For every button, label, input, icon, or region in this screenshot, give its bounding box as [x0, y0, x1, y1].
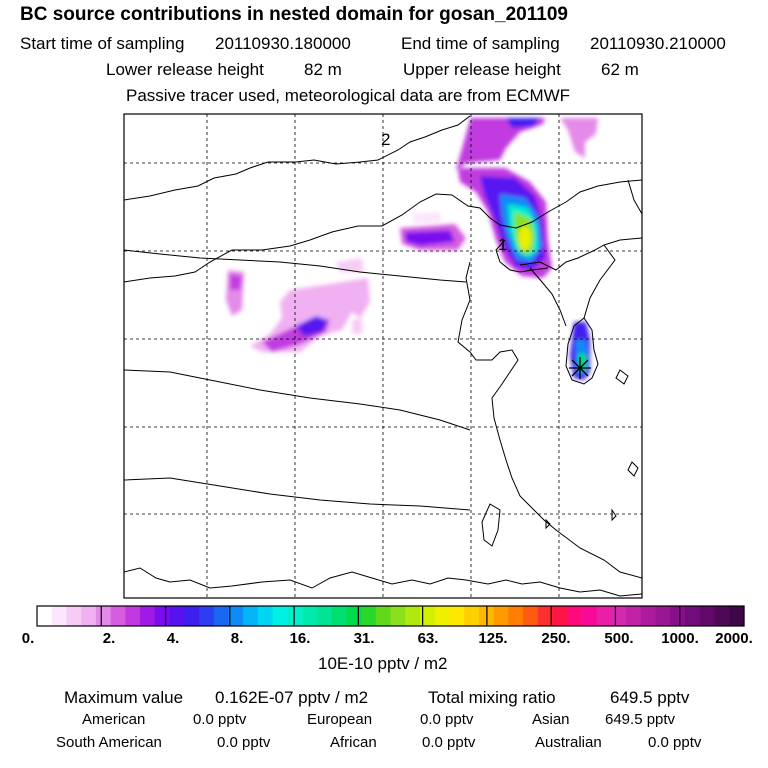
colorbar-swatch [375, 606, 392, 626]
colorbar-swatch [125, 606, 141, 626]
colorbar-swatch [346, 606, 362, 626]
colorbar-swatch [37, 606, 53, 626]
colorbar-swatch [611, 606, 627, 626]
colorbar-swatch [66, 606, 82, 626]
region-value: 0.0 pptv [420, 711, 474, 728]
colorbar-tick-label: 500. [604, 630, 634, 647]
colorbar-swatch [405, 606, 421, 626]
colorbar-tick-label: 0. [21, 630, 35, 647]
colorbar-swatch [169, 606, 185, 626]
region-name: African [330, 734, 377, 751]
region-value: 0.0 pptv [422, 734, 476, 751]
total-mixing-label: Total mixing ratio [428, 688, 556, 707]
region-value: 0.0 pptv [648, 734, 702, 751]
colorbar-swatch [552, 606, 568, 626]
colorbar-swatch [434, 606, 451, 626]
colorbar-tick-label: 31. [353, 630, 375, 647]
colorbar-swatch [51, 606, 68, 626]
colorbar-swatch [493, 606, 509, 626]
colorbar-swatch [390, 606, 406, 626]
chart-title: BC source contributions in nested domain… [20, 4, 568, 25]
region-label-2: 2 [381, 130, 390, 149]
coastlines [124, 115, 642, 597]
region-value: 0.0 pptv [217, 734, 271, 751]
colorbar-tick-label: 8. [230, 630, 244, 647]
colorbar-swatch [361, 606, 377, 626]
colorbar-swatch [110, 606, 126, 626]
max-value: 0.162E-07 pptv / m2 [215, 688, 369, 707]
lower-release-label: Lower release height [106, 60, 264, 79]
region-label-1: 1 [498, 235, 507, 254]
colorbar-swatch [184, 606, 200, 626]
colorbar-tick-label: 63. [417, 630, 439, 647]
colorbar-swatch [419, 606, 436, 626]
region-name: European [307, 711, 373, 728]
region-name: American [82, 711, 146, 728]
colorbar-swatch [699, 606, 716, 626]
colorbar-swatch [95, 606, 112, 626]
end-time-label: End time of sampling [401, 34, 560, 53]
colorbar-swatch [272, 606, 288, 626]
colorbar-swatch [199, 606, 215, 626]
total-mixing-value: 649.5 pptv [610, 688, 690, 707]
colorbar-swatch [140, 606, 156, 626]
start-time-label: Start time of sampling [20, 34, 185, 53]
colorbar-swatch [257, 606, 274, 626]
model-info: Passive tracer used, meteorological data… [126, 86, 571, 105]
region-name: Asian [532, 711, 570, 728]
colorbar-swatch [670, 606, 686, 626]
colorbar-swatch [302, 606, 318, 626]
colorbar-tick-label: 16. [289, 630, 311, 647]
colorbar-swatch [228, 606, 244, 626]
colorbar-unit: 10E-10 pptv / m2 [318, 654, 448, 673]
colorbar-swatch [449, 606, 465, 626]
colorbar-swatch [581, 606, 598, 626]
start-time-value: 20110930.180000 [215, 34, 351, 53]
colorbar-tick-label: 2000. [715, 630, 753, 647]
colorbar-tick-label: 250. [541, 630, 571, 647]
colorbar-swatch [626, 606, 642, 626]
colorbar-swatch [685, 606, 701, 626]
colorbar-swatch [640, 606, 657, 626]
colorbar [37, 606, 745, 626]
colorbar-swatch [287, 606, 303, 626]
colorbar-swatch [714, 606, 730, 626]
colorbar-swatch [243, 606, 259, 626]
max-value-label: Maximum value [64, 688, 184, 707]
region-value: 649.5 pptv [605, 711, 676, 728]
graticule [124, 114, 642, 598]
colorbar-swatch [154, 606, 171, 626]
colorbar-swatch [523, 606, 539, 626]
region-value: 0.0 pptv [193, 711, 247, 728]
lower-release-value: 82 m [304, 60, 342, 79]
colorbar-tick-label: 1000. [661, 630, 699, 647]
colorbar-swatch [508, 606, 524, 626]
colorbar-swatch [729, 606, 745, 626]
colorbar-frame [36, 605, 745, 627]
colorbar-swatch [331, 606, 347, 626]
colorbar-swatch [316, 606, 333, 626]
colorbar-tick-label: 4. [166, 630, 180, 647]
colorbar-swatch [81, 606, 97, 626]
colorbar-tick-label: 2. [102, 630, 116, 647]
colorbar-swatch [213, 606, 230, 626]
colorbar-swatch [537, 606, 554, 626]
map-frame [123, 113, 643, 599]
upper-release-value: 62 m [601, 60, 639, 79]
region-name: Australian [535, 734, 602, 751]
colorbar-swatch [655, 606, 671, 626]
upper-release-label: Upper release height [403, 60, 561, 79]
concentration-field [226, 118, 598, 380]
colorbar-swatch [464, 606, 480, 626]
receptor-star-icon [569, 357, 591, 379]
region-name: South American [56, 734, 162, 751]
colorbar-ticks [100, 606, 681, 626]
colorbar-swatch [596, 606, 613, 626]
colorbar-swatch [567, 606, 583, 626]
colorbar-tick-label: 125. [478, 630, 508, 647]
end-time-value: 20110930.210000 [590, 34, 726, 53]
